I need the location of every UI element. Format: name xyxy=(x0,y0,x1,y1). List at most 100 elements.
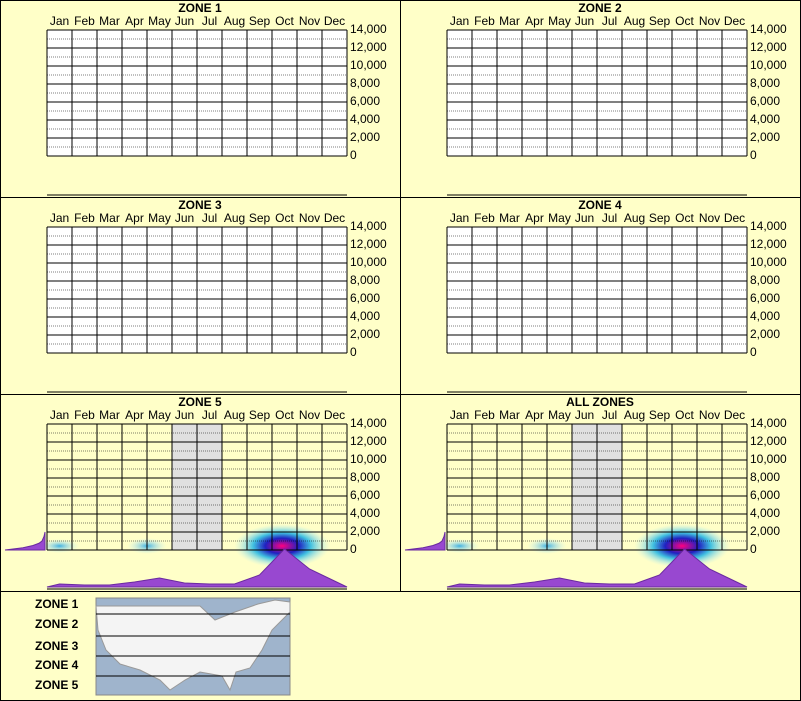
y-tick-label: 4,000 xyxy=(350,506,380,520)
month-label: Apr xyxy=(525,408,544,422)
y-tick-label: 4,000 xyxy=(750,112,780,126)
elevation-profile xyxy=(4,531,46,551)
y-tick-label: 4,000 xyxy=(750,309,780,323)
panel: ZONE 3 Jan Feb Mar Apr May Jun Jul Aug Sep Oct Nov D… xyxy=(46,198,387,393)
month-label: Jun xyxy=(175,211,194,225)
month-label: Aug xyxy=(624,14,645,28)
legend-label: ZONE 1 xyxy=(35,597,79,611)
month-label: May xyxy=(148,211,171,225)
y-tick-label: 12,000 xyxy=(350,40,387,54)
month-label: Mar xyxy=(499,408,520,422)
month-label: May xyxy=(548,408,571,422)
y-tick-label: 4,000 xyxy=(350,309,380,323)
month-label: Aug xyxy=(624,408,645,422)
month-label: Aug xyxy=(224,14,245,28)
y-tick-label: 0 xyxy=(350,148,357,162)
month-label: Mar xyxy=(499,211,520,225)
panel-title: ZONE 1 xyxy=(178,1,222,15)
y-tick-label: 6,000 xyxy=(350,291,380,305)
month-label: Jun xyxy=(575,211,594,225)
month-label: Feb xyxy=(74,408,95,422)
month-label: Jul xyxy=(602,14,617,28)
y-tick-label: 12,000 xyxy=(350,434,387,448)
month-label: Dec xyxy=(724,211,745,225)
y-tick-label: 12,000 xyxy=(350,237,387,251)
month-label: Dec xyxy=(324,14,345,28)
month-label: Nov xyxy=(699,14,720,28)
y-tick-label: 10,000 xyxy=(350,452,387,466)
legend-label: ZONE 2 xyxy=(35,617,79,631)
y-tick-label: 10,000 xyxy=(350,58,387,72)
month-label: Jan xyxy=(50,14,69,28)
month-label: Dec xyxy=(324,408,345,422)
month-label: Jun xyxy=(175,408,194,422)
month-label: Apr xyxy=(525,211,544,225)
panel: ZONE 1 Jan Feb Mar Apr May Jun Jul Aug Sep Oct Nov D… xyxy=(46,1,387,196)
month-label: Dec xyxy=(324,211,345,225)
month-label: Oct xyxy=(275,211,294,225)
month-label: Feb xyxy=(474,408,495,422)
month-label: Jun xyxy=(175,14,194,28)
month-label: Aug xyxy=(624,211,645,225)
y-tick-label: 12,000 xyxy=(750,434,787,448)
y-tick-label: 10,000 xyxy=(750,452,787,466)
month-label: Mar xyxy=(99,408,120,422)
month-label: Jun xyxy=(575,14,594,28)
month-label: Aug xyxy=(224,211,245,225)
legend-label: ZONE 3 xyxy=(35,639,79,653)
y-tick-label: 8,000 xyxy=(750,273,780,287)
month-label: Jan xyxy=(450,408,469,422)
y-tick-label: 2,000 xyxy=(350,327,380,341)
month-label: Dec xyxy=(724,408,745,422)
month-label: Oct xyxy=(675,211,694,225)
y-tick-label: 14,000 xyxy=(350,219,387,233)
y-tick-label: 6,000 xyxy=(350,488,380,502)
panel: ZONE 2 Jan Feb Mar Apr May Jun Jul Aug Sep Oct Nov D… xyxy=(446,1,787,196)
y-tick-label: 12,000 xyxy=(750,237,787,251)
y-tick-label: 14,000 xyxy=(750,219,787,233)
month-label: Nov xyxy=(299,211,320,225)
month-label: May xyxy=(148,14,171,28)
y-tick-label: 6,000 xyxy=(750,291,780,305)
month-label: Aug xyxy=(224,408,245,422)
y-tick-label: 4,000 xyxy=(750,506,780,520)
month-label: May xyxy=(548,14,571,28)
month-label: Jan xyxy=(50,408,69,422)
y-tick-label: 4,000 xyxy=(350,112,380,126)
y-tick-label: 14,000 xyxy=(750,416,787,430)
month-label: Jul xyxy=(602,408,617,422)
y-tick-label: 8,000 xyxy=(750,470,780,484)
month-label: Jan xyxy=(450,211,469,225)
y-tick-label: 14,000 xyxy=(350,22,387,36)
month-label: Oct xyxy=(675,408,694,422)
month-label: Nov xyxy=(299,14,320,28)
month-label: Jan xyxy=(50,211,69,225)
month-label: Nov xyxy=(699,408,720,422)
month-label: Feb xyxy=(474,14,495,28)
month-label: Mar xyxy=(99,14,120,28)
y-tick-label: 12,000 xyxy=(750,40,787,54)
month-label: Nov xyxy=(299,408,320,422)
y-tick-label: 2,000 xyxy=(350,524,380,538)
y-tick-label: 10,000 xyxy=(350,255,387,269)
panel: ALL ZONES Jan Feb Mar Apr May Jun Jul Aug Sep Oct N… xyxy=(404,395,787,590)
y-tick-label: 8,000 xyxy=(350,76,380,90)
month-label: Mar xyxy=(99,211,120,225)
month-label: May xyxy=(148,408,171,422)
month-label: Sep xyxy=(649,14,671,28)
panel: ZONE 5 Jan Feb Mar Apr May Jun Jul Aug Sep Oct Nov D… xyxy=(4,395,387,590)
panel-title: ZONE 2 xyxy=(578,1,622,15)
panel-title: ZONE 3 xyxy=(178,198,222,212)
month-label: Jul xyxy=(202,14,217,28)
legend-label: ZONE 4 xyxy=(35,658,79,672)
elevation-profile xyxy=(404,531,446,551)
y-tick-label: 2,000 xyxy=(350,130,380,144)
month-label: Jun xyxy=(575,408,594,422)
map xyxy=(95,597,291,696)
month-label: Jul xyxy=(202,408,217,422)
y-tick-label: 2,000 xyxy=(750,327,780,341)
month-label: Sep xyxy=(649,408,671,422)
y-tick-label: 14,000 xyxy=(750,22,787,36)
y-tick-label: 8,000 xyxy=(750,76,780,90)
y-tick-label: 0 xyxy=(350,345,357,359)
